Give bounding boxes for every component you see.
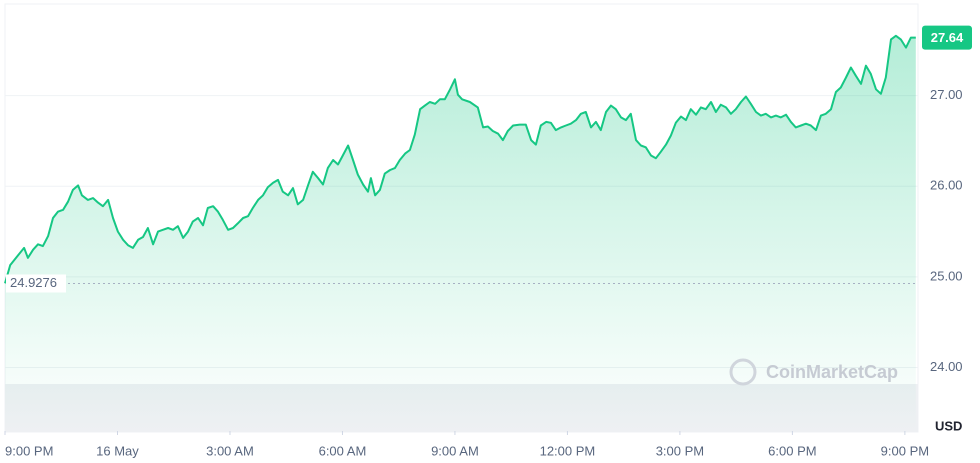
x-tick-label: 6:00 PM [768,443,816,458]
x-tick-label: 12:00 PM [540,443,596,458]
y-tick-label: 26.00 [930,178,963,193]
x-tick-label: 9:00 AM [431,443,479,458]
current-price-badge [922,25,972,50]
x-tick-label: 3:00 PM [656,443,704,458]
y-tick-label: 24.00 [930,359,963,374]
x-tick-label: 6:00 AM [319,443,367,458]
start-price-bg [6,274,66,293]
y-tick-label: 25.00 [930,268,963,283]
watermark-group: CoinMarketCap [729,358,898,386]
current-price-label: 27.64 [931,30,964,45]
watermark-logo [729,358,757,386]
x-tick-label: 16 May [96,443,139,458]
y-tick-label: 27.00 [930,87,963,102]
x-tick-label: 3:00 AM [206,443,254,458]
currency-label: USD [935,418,962,433]
x-tick-label: 9:00 PM [881,443,929,458]
x-tick-label: 9:00 PM [5,443,53,458]
area [5,35,916,432]
start-price-label: 24.9276 [10,275,57,290]
price-line [4,34,916,284]
watermark: CoinMarketCap [766,362,898,382]
